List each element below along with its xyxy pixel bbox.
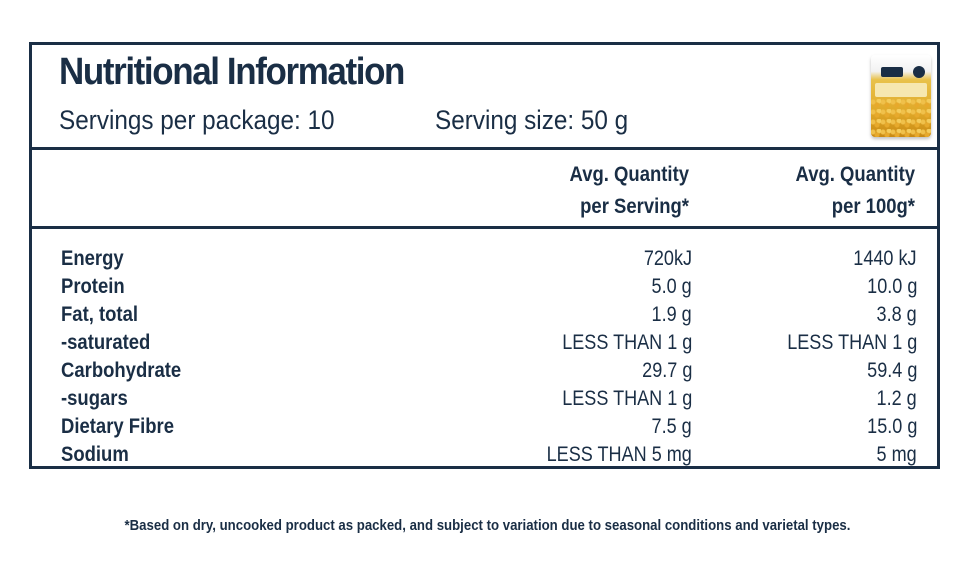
badge-icon [913,66,925,78]
nutrient-name: Dietary Fibre [61,415,174,438]
per-100g-value: 5 mg [876,443,917,466]
per-serving-cell: 29.7 g [472,357,692,385]
table-row: Energy 720kJ 1440 kJ [32,245,937,273]
per-serving-value: LESS THAN 5 mg [546,443,692,466]
table-row: -sugars LESS THAN 1 g 1.2 g [32,385,937,413]
per-100g-value: 1.2 g [876,387,917,410]
nutrient-name: -sugars [61,387,128,410]
per-serving-value: 7.5 g [651,415,692,438]
nutrient-name: Carbohydrate [61,359,182,382]
per-100g-cell: LESS THAN 1 g [697,329,917,357]
column-header-per-100g: Avg. Quantity per 100g* [715,159,915,223]
per-100g-value: 3.8 g [876,303,917,326]
package-label-band [875,83,927,97]
per-100g-cell: 3.8 g [697,301,917,329]
column-header-per-serving: Avg. Quantity per Serving* [489,159,689,223]
per-serving-cell: 1.9 g [472,301,692,329]
nutrient-name: -saturated [61,331,151,354]
table-row: -saturated LESS THAN 1 g LESS THAN 1 g [32,329,937,357]
per-100g-value: 1440 kJ [853,247,917,270]
split-peas-texture [871,99,931,137]
nutrient-name: Energy [61,247,124,270]
per-serving-cell: LESS THAN 5 mg [472,441,692,469]
per-serving-cell: 5.0 g [472,273,692,301]
table-row: Dietary Fibre 7.5 g 15.0 g [32,413,937,441]
per-100g-cell: 5 mg [697,441,917,469]
per-serving-value: LESS THAN 1 g [561,387,692,410]
per-serving-cell: 7.5 g [472,413,692,441]
nutrient-name: Protein [61,275,125,298]
per-serving-value: 5.0 g [651,275,692,298]
serving-size: Serving size: 50 g [435,105,629,135]
nutrition-panel: Nutritional Information Servings per pac… [29,42,940,469]
per-serving-value: 1.9 g [651,303,692,326]
servings-per-package: Servings per package: 10 [59,105,335,135]
product-package-image [871,55,931,137]
header-divider [32,147,937,150]
nutrient-table: Energy 720kJ 1440 kJ Protein 5.0 g 10.0 … [32,245,937,469]
per-serving-value: 720kJ [643,247,692,270]
per-serving-cell: 720kJ [472,245,692,273]
per-100g-cell: 15.0 g [697,413,917,441]
column-header-per-serving-line1: Avg. Quantity [569,163,689,186]
per-100g-value: 15.0 g [866,415,917,438]
per-100g-value: LESS THAN 1 g [786,331,917,354]
footnote: *Based on dry, uncooked product as packe… [0,517,974,534]
nutrient-name: Sodium [61,443,129,466]
per-100g-cell: 59.4 g [697,357,917,385]
nutrient-name: Fat, total [61,303,138,326]
footnote-text: *Based on dry, uncooked product as packe… [124,517,850,534]
per-100g-cell: 10.0 g [697,273,917,301]
table-row: Carbohydrate 29.7 g 59.4 g [32,357,937,385]
per-serving-cell: LESS THAN 1 g [472,329,692,357]
column-header-per-100g-line2: per 100g* [831,195,915,218]
per-100g-value: 59.4 g [866,359,917,382]
per-100g-cell: 1.2 g [697,385,917,413]
per-100g-value: 10.0 g [866,275,917,298]
panel-title: Nutritional Information [59,51,405,93]
per-serving-cell: LESS THAN 1 g [472,385,692,413]
brand-logo [881,67,903,77]
column-header-per-100g-line1: Avg. Quantity [795,163,915,186]
table-row: Protein 5.0 g 10.0 g [32,273,937,301]
per-100g-cell: 1440 kJ [697,245,917,273]
per-serving-value: LESS THAN 1 g [561,331,692,354]
table-row: Fat, total 1.9 g 3.8 g [32,301,937,329]
column-header-per-serving-line2: per Serving* [580,195,689,218]
column-header-divider [32,226,937,229]
panel-header: Nutritional Information Servings per pac… [32,45,937,148]
table-row: Sodium LESS THAN 5 mg 5 mg [32,441,937,469]
per-serving-value: 29.7 g [641,359,692,382]
